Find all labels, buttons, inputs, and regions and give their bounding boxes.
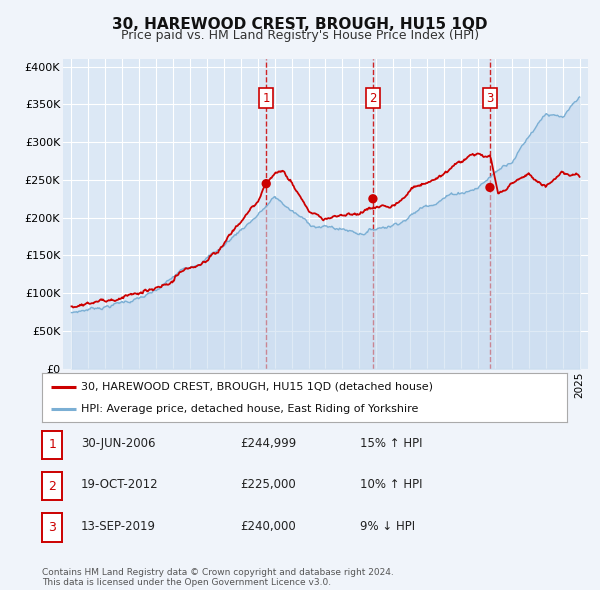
Text: £240,000: £240,000 [240, 520, 296, 533]
Point [485, 183, 495, 192]
Text: HPI: Average price, detached house, East Riding of Yorkshire: HPI: Average price, detached house, East… [82, 404, 419, 414]
Text: 10% ↑ HPI: 10% ↑ HPI [360, 478, 422, 491]
Text: 1: 1 [262, 92, 270, 105]
Text: Contains HM Land Registry data © Crown copyright and database right 2024.
This d: Contains HM Land Registry data © Crown c… [42, 568, 394, 587]
Text: Price paid vs. HM Land Registry's House Price Index (HPI): Price paid vs. HM Land Registry's House … [121, 29, 479, 42]
Point [368, 194, 378, 204]
Text: 19-OCT-2012: 19-OCT-2012 [81, 478, 158, 491]
Text: 30-JUN-2006: 30-JUN-2006 [81, 437, 155, 450]
Text: 3: 3 [486, 92, 494, 105]
Text: 13-SEP-2019: 13-SEP-2019 [81, 520, 156, 533]
Text: 15% ↑ HPI: 15% ↑ HPI [360, 437, 422, 450]
Text: 2: 2 [48, 480, 56, 493]
Text: 30, HAREWOOD CREST, BROUGH, HU15 1QD: 30, HAREWOOD CREST, BROUGH, HU15 1QD [112, 17, 488, 31]
Text: 1: 1 [48, 438, 56, 451]
Point [262, 179, 271, 188]
Text: 9% ↓ HPI: 9% ↓ HPI [360, 520, 415, 533]
Text: 2: 2 [369, 92, 377, 105]
Text: £244,999: £244,999 [240, 437, 296, 450]
Text: 3: 3 [48, 521, 56, 534]
Text: 30, HAREWOOD CREST, BROUGH, HU15 1QD (detached house): 30, HAREWOOD CREST, BROUGH, HU15 1QD (de… [82, 382, 433, 392]
Text: £225,000: £225,000 [240, 478, 296, 491]
